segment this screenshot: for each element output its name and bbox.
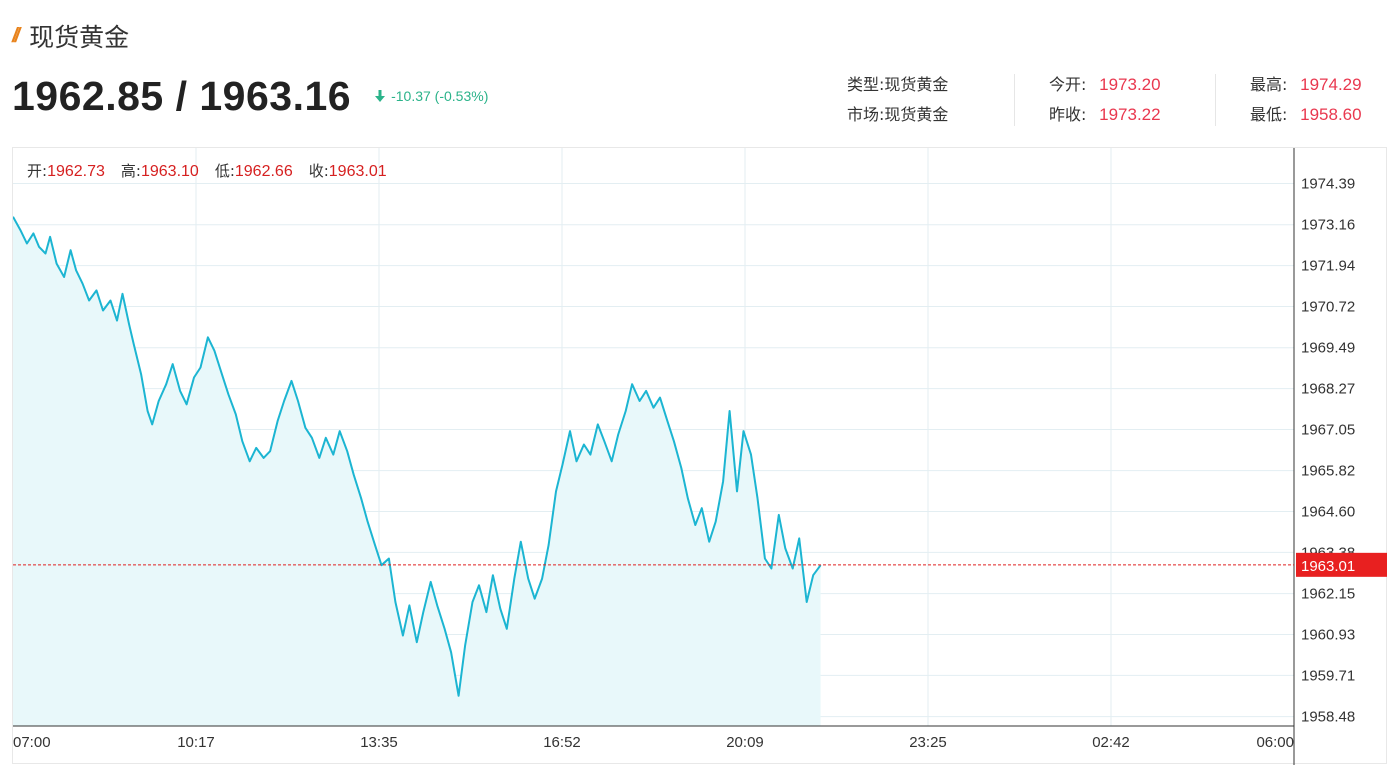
x-tick-label: 02:42 [1092,734,1130,751]
y-tick-label: 1959.71 [1301,667,1355,684]
info-column-high-low: 最高: 1974.29 最低: 1958.60 [1250,70,1362,130]
bid-ask-price: 1962.85 / 1963.16 [12,72,352,119]
y-tick-label: 1971.94 [1301,258,1355,275]
x-tick-label: 13:35 [360,734,398,751]
info-divider [1215,74,1216,126]
info-low: 最低: 1958.60 [1250,100,1362,130]
info-open-value: 1973.20 [1099,75,1161,94]
price-row: 1962.85 / 1963.16 -10.37 (-0.53%) [12,70,488,122]
price-change-value: -10.37 (-0.53%) [391,88,489,104]
ohlc-open-value: 1962.73 [47,163,105,180]
ohlc-high: 高:1963.10 [121,160,199,181]
series-line [13,216,822,697]
info-high-value: 1974.29 [1300,75,1362,94]
info-market-label: 市场: [847,105,885,124]
y-tick-label: 1960.93 [1301,627,1355,644]
y-tick-label: 1967.05 [1301,421,1355,438]
title-row: // 现货黄金 [12,18,129,54]
info-open: 今开: 1973.20 [1049,70,1161,100]
y-tick-label: 1973.16 [1301,217,1355,234]
series-area [13,216,821,726]
chart-container[interactable]: 1974.39 1973.16 1971.94 1970.72 1969.49 1968.… [12,147,1388,765]
ohlc-low-label: 低: [214,162,235,180]
ohlc-open: 开:1962.73 [27,160,105,181]
info-column-market: 类型:现货黄金 市场:现货黄金 [847,70,948,130]
info-open-label: 今开: [1049,75,1087,94]
info-type-label: 类型: [847,75,885,94]
y-tick-label: 1965.82 [1301,463,1355,480]
page-title: 现货黄金 [29,23,130,52]
x-tick-label: 16:52 [543,734,581,751]
info-prev-close: 昨收: 1973.22 [1049,100,1161,130]
info-prev-close-label: 昨收: [1049,105,1087,124]
info-market: 市场:现货黄金 [847,100,948,130]
y-tick-label: 1962.15 [1301,586,1355,603]
ohlc-low-value: 1962.66 [234,163,293,180]
info-type-value: 现货黄金 [884,75,949,94]
ohlc-high-value: 1963.10 [140,163,199,180]
info-high: 最高: 1974.29 [1250,70,1362,100]
quote-info: 类型:现货黄金 市场:现货黄金 今开: 1973.20 昨收: 1973.22 … [847,70,1387,130]
info-market-value: 现货黄金 [884,105,949,124]
y-tick-label: 1958.48 [1301,709,1355,726]
info-type: 类型:现货黄金 [847,70,948,100]
ohlc-low: 低:1962.66 [215,160,293,181]
current-price-label: 1963.01 [1301,558,1355,575]
price-change: -10.37 (-0.53%) [375,88,488,104]
info-divider [1014,74,1015,126]
y-tick-label: 1974.39 [1301,176,1355,193]
ohlc-high-label: 高: [120,162,141,180]
y-tick-label: 1968.27 [1301,381,1355,398]
x-tick-label: 07:00 [13,734,51,751]
x-tick-label: 06:00 [1256,734,1294,751]
ohlc-close: 收:1963.01 [309,160,387,181]
info-column-open-close: 今开: 1973.20 昨收: 1973.22 [1049,70,1161,130]
info-high-label: 最高: [1250,75,1288,94]
info-prev-close-value: 1973.22 [1099,105,1161,124]
info-low-label: 最低: [1250,105,1288,124]
x-tick-label: 23:25 [909,734,947,751]
price-chart[interactable]: 1974.39 1973.16 1971.94 1970.72 1969.49 1968.… [13,148,1388,765]
y-tick-label: 1969.49 [1301,340,1355,357]
x-tick-label: 20:09 [726,734,764,751]
arrow-down-icon [375,90,386,102]
info-low-value: 1958.60 [1300,105,1362,124]
ohlc-close-value: 1963.01 [328,163,387,180]
ohlc-readout: 开:1962.73 高:1963.10 低:1962.66 收:1963.01 [27,160,387,181]
ohlc-open-label: 开: [27,162,48,180]
title-mark-icon: // [12,24,20,47]
ohlc-close-label: 收: [308,162,329,180]
current-price-badge [1296,552,1387,577]
y-tick-label: 1964.60 [1301,504,1355,521]
x-tick-label: 10:17 [177,734,215,751]
y-tick-label: 1970.72 [1301,298,1355,315]
